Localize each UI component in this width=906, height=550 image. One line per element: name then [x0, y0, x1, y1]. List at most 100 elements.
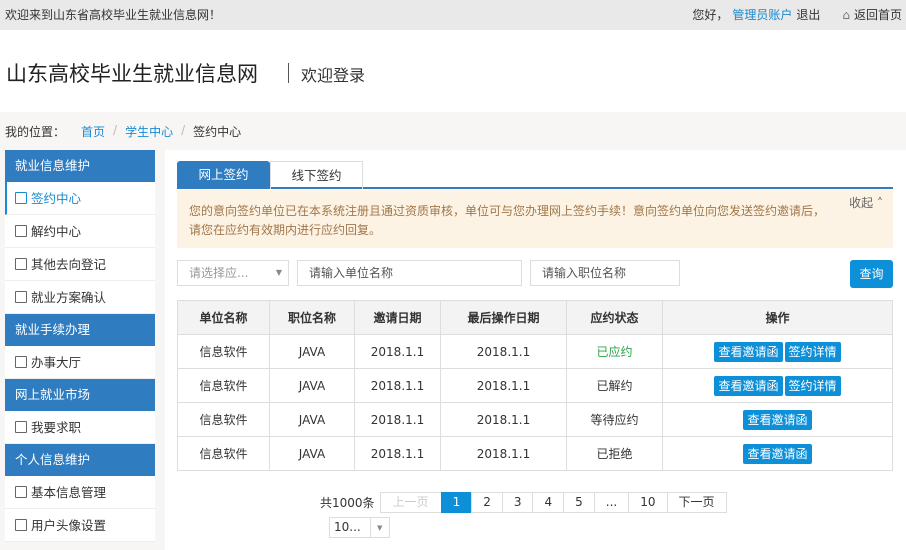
sidebar-item-label: 就业方案确认 — [31, 289, 107, 305]
invite-date-cell: 2018.1.1 — [354, 436, 441, 471]
divider — [288, 63, 289, 83]
sidebar-item[interactable]: 我要求职 — [5, 411, 155, 444]
next-page-button[interactable]: 下一页 — [666, 492, 727, 513]
sidebar-item[interactable]: 办事大厅 — [5, 346, 155, 379]
page-subtitle: 欢迎登录 — [301, 66, 366, 85]
sign-detail-button[interactable]: 签约详情 — [784, 341, 841, 362]
status-cell: 已解约 — [566, 368, 663, 403]
logout-link[interactable]: 退出 — [796, 8, 821, 22]
sidebar: 就业信息维护 签约中心 解约中心 其他去向登记 就业方案确认 就业手续办理 办事大厅 网上就业… — [5, 150, 155, 542]
table-row: 信息软件 JAVA 2018.1.1 2018.1.1 等待应约 查看邀请函 — [177, 402, 893, 437]
table-row: 信息软件 JAVA 2018.1.1 2018.1.1 已拒绝 查看邀请函 — [177, 436, 893, 471]
sidebar-group: 就业手续办理 — [5, 314, 155, 346]
caret-down-icon: ▼ — [275, 268, 282, 277]
compass-icon — [15, 356, 27, 368]
user-link[interactable]: 管理员账户 — [732, 8, 793, 22]
list-icon — [15, 421, 27, 433]
site-title: 山东高校毕业生就业信息网 — [6, 62, 258, 86]
sign-doc-icon — [15, 192, 27, 204]
actions-cell: 查看邀请函 — [662, 436, 893, 471]
breadcrumb-current: 签约中心 — [193, 125, 242, 139]
tab-bar: 网上签约 线下签约 — [177, 161, 893, 189]
column-header: 单位名称 — [177, 300, 270, 335]
sidebar-item-label: 签约中心 — [31, 190, 82, 206]
notice-box: 您的意向签约单位已在本系统注册且通过资质审核，单位可与您办理网上签约手续！意向签… — [177, 190, 893, 248]
breadcrumb: 我的位置： 首页 / 学生中心 / 签约中心 — [5, 123, 242, 139]
main-content: 网上签约 线下签约 您的意向签约单位已在本系统注册且通过资质审核，单位可与您办理… — [165, 150, 906, 550]
greeting: 您好， — [692, 8, 729, 22]
view-invitation-button[interactable]: 查看邀请函 — [714, 375, 783, 396]
company-cell: 信息软件 — [177, 368, 270, 403]
view-invitation-button[interactable]: 查看邀请函 — [714, 341, 783, 362]
sidebar-group: 网上就业市场 — [5, 379, 155, 411]
sidebar-item[interactable]: 就业方案确认 — [5, 281, 155, 314]
sidebar-group: 个人信息维护 — [5, 444, 155, 476]
last-date-cell: 2018.1.1 — [440, 436, 567, 471]
invite-date-cell: 2018.1.1 — [354, 334, 441, 369]
page-button[interactable]: 2 — [471, 492, 503, 513]
page-size-select[interactable]: 10... ▼ — [329, 517, 390, 538]
position-cell: JAVA — [269, 402, 355, 437]
position-input[interactable]: 请输入职位名称 — [530, 260, 680, 286]
page-button[interactable]: 3 — [501, 492, 534, 513]
position-cell: JAVA — [269, 436, 355, 471]
sidebar-item-label: 基本信息管理 — [31, 484, 107, 500]
invitation-table: 单位名称 职位名称 邀请日期 最后操作日期 应约状态 操作 信息软件 JAVA 2018.… — [177, 300, 893, 471]
invite-date-cell: 2018.1.1 — [354, 402, 441, 437]
pagination: 共1000条 上一页 1 2 3 4 5... 10 下一页 — [320, 492, 727, 513]
table-row: 信息软件 JAVA 2018.1.1 2018.1.1 已解约 查看邀请函 签约详… — [177, 368, 893, 403]
sidebar-item[interactable]: 解约中心 — [5, 215, 155, 248]
sidebar-item-label: 其他去向登记 — [31, 256, 107, 272]
column-header: 职位名称 — [269, 300, 355, 335]
page-button[interactable]: 10 — [628, 492, 668, 513]
camera-icon — [15, 519, 27, 531]
sidebar-item[interactable]: 其他去向登记 — [5, 248, 155, 281]
breadcrumb-student[interactable]: 学生中心 — [125, 125, 174, 139]
chevron-up-icon: ˄ — [877, 196, 883, 210]
page-button[interactable]: 4 — [532, 492, 565, 513]
invite-date-cell: 2018.1.1 — [354, 368, 441, 403]
last-date-cell: 2018.1.1 — [440, 368, 567, 403]
tab-offline-sign[interactable]: 线下签约 — [270, 161, 363, 189]
table-row: 信息软件 JAVA 2018.1.1 2018.1.1 已应约 查看邀请函 签约详… — [177, 334, 893, 369]
breadcrumb-home[interactable]: 首页 — [81, 125, 106, 139]
cancel-doc-icon — [15, 225, 27, 237]
view-invitation-button[interactable]: 查看邀请函 — [743, 443, 812, 464]
column-header: 应约状态 — [566, 300, 663, 335]
welcome-text: 欢迎来到山东省高校毕业生就业信息网！ — [5, 8, 222, 22]
page-button[interactable]: ... — [593, 492, 630, 513]
actions-cell: 查看邀请函 — [662, 402, 893, 437]
caret-down-icon: ▼ — [377, 524, 383, 532]
prev-page-button[interactable]: 上一页 — [379, 492, 442, 513]
column-header: 最后操作日期 — [440, 300, 567, 335]
collapse-button[interactable]: 收起 ˄ — [849, 196, 883, 210]
view-invitation-button[interactable]: 查看邀请函 — [743, 409, 812, 430]
sidebar-item[interactable]: 签约中心 — [5, 182, 155, 215]
last-date-cell: 2018.1.1 — [440, 334, 567, 369]
query-button[interactable]: 查询 — [850, 260, 893, 288]
page-button[interactable]: 5 — [563, 492, 595, 513]
tab-online-sign[interactable]: 网上签约 — [177, 161, 270, 189]
top-bar: 欢迎来到山东省高校毕业生就业信息网！ 您好， 管理员账户 退出 ⌂ 返回首页 — [0, 0, 906, 30]
position-cell: JAVA — [269, 334, 355, 369]
company-cell: 信息软件 — [177, 436, 270, 471]
briefcase-icon — [15, 291, 27, 303]
list-icon — [15, 486, 27, 498]
company-input[interactable]: 请输入单位名称 — [297, 260, 522, 286]
sign-detail-button[interactable]: 签约详情 — [784, 375, 841, 396]
position-cell: JAVA — [269, 368, 355, 403]
sidebar-item-label: 办事大厅 — [31, 354, 82, 370]
company-cell: 信息软件 — [177, 334, 270, 369]
sidebar-item[interactable]: 基本信息管理 — [5, 476, 155, 509]
response-select[interactable]: 请选择应... ▼ — [177, 260, 289, 286]
actions-cell: 查看邀请函 签约详情 — [662, 334, 893, 369]
last-date-cell: 2018.1.1 — [440, 402, 567, 437]
status-cell: 已应约 — [566, 334, 663, 369]
sidebar-item-label: 用户头像设置 — [31, 517, 107, 533]
page-button[interactable]: 1 — [440, 492, 473, 513]
sidebar-item[interactable]: 用户头像设置 — [5, 509, 155, 542]
header: 山东高校毕业生就业信息网 欢迎登录 — [0, 30, 906, 112]
column-header: 邀请日期 — [354, 300, 441, 335]
status-cell: 等待应约 — [566, 402, 663, 437]
home-link[interactable]: 返回首页 — [853, 8, 902, 22]
